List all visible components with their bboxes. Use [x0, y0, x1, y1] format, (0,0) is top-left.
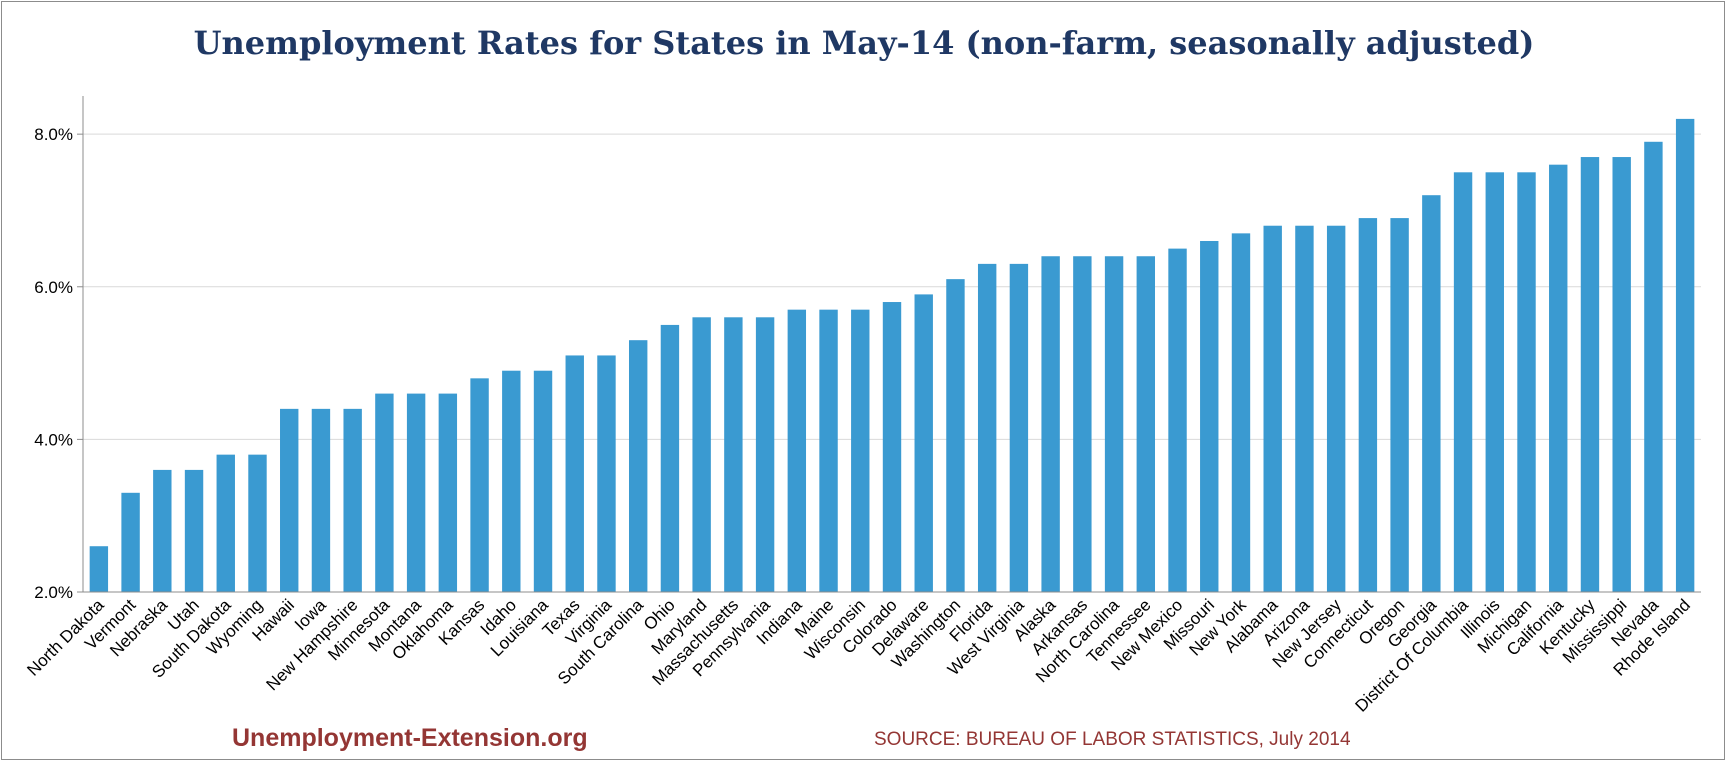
- bar: [470, 378, 488, 592]
- y-tick-labels: 2.0% 4.0% 6.0% 8.0%: [34, 125, 73, 602]
- source-note: SOURCE: BUREAU OF LABOR STATISTICS, July…: [874, 729, 1351, 751]
- bar: [724, 317, 742, 592]
- bar: [1359, 218, 1377, 592]
- bar: [312, 409, 330, 592]
- bar: [121, 493, 139, 592]
- bar: [819, 310, 837, 592]
- bar: [343, 409, 361, 592]
- bar: [1105, 256, 1123, 592]
- bar: [407, 394, 425, 592]
- bar: [915, 294, 933, 592]
- bars: [90, 119, 1695, 592]
- bar: [978, 264, 996, 592]
- bar: [217, 455, 235, 592]
- bar: [439, 394, 457, 592]
- bar: [1644, 142, 1662, 592]
- bar: [851, 310, 869, 592]
- bar: [1549, 165, 1567, 592]
- bar: [692, 317, 710, 592]
- bar: [661, 325, 679, 592]
- bar: [597, 355, 615, 592]
- bar: [280, 409, 298, 592]
- brand-label: Unemployment-Extension.org: [232, 724, 588, 753]
- bar: [1232, 233, 1250, 592]
- bar: [946, 279, 964, 592]
- bar: [1517, 172, 1535, 592]
- bar: [502, 371, 520, 592]
- bar: [883, 302, 901, 592]
- bar: [1041, 256, 1059, 592]
- bar: [1454, 172, 1472, 592]
- bar: [1295, 226, 1313, 592]
- bar: [1486, 172, 1504, 592]
- y-tick-label: 2.0%: [34, 583, 73, 602]
- bar: [1390, 218, 1408, 592]
- bar: [1581, 157, 1599, 592]
- bar: [90, 546, 108, 592]
- bar: [756, 317, 774, 592]
- bar: [375, 394, 393, 592]
- bar: [1168, 249, 1186, 592]
- bar: [153, 470, 171, 592]
- bar: [566, 355, 584, 592]
- bar: [1073, 256, 1091, 592]
- bar: [1612, 157, 1630, 592]
- bar: [1200, 241, 1218, 592]
- bar: [185, 470, 203, 592]
- bar: [534, 371, 552, 592]
- bar-chart: 2.0% 4.0% 6.0% 8.0% North DakotaVermontNebr…: [0, 0, 1728, 763]
- y-tick-label: 6.0%: [34, 278, 73, 297]
- y-tick-label: 4.0%: [34, 430, 73, 449]
- bar: [788, 310, 806, 592]
- y-tick-label: 8.0%: [34, 125, 73, 144]
- bar: [1137, 256, 1155, 592]
- bar: [1010, 264, 1028, 592]
- bar: [629, 340, 647, 592]
- bar: [1327, 226, 1345, 592]
- bar: [1422, 195, 1440, 592]
- bar: [1264, 226, 1282, 592]
- bar: [1676, 119, 1694, 592]
- bar: [248, 455, 266, 592]
